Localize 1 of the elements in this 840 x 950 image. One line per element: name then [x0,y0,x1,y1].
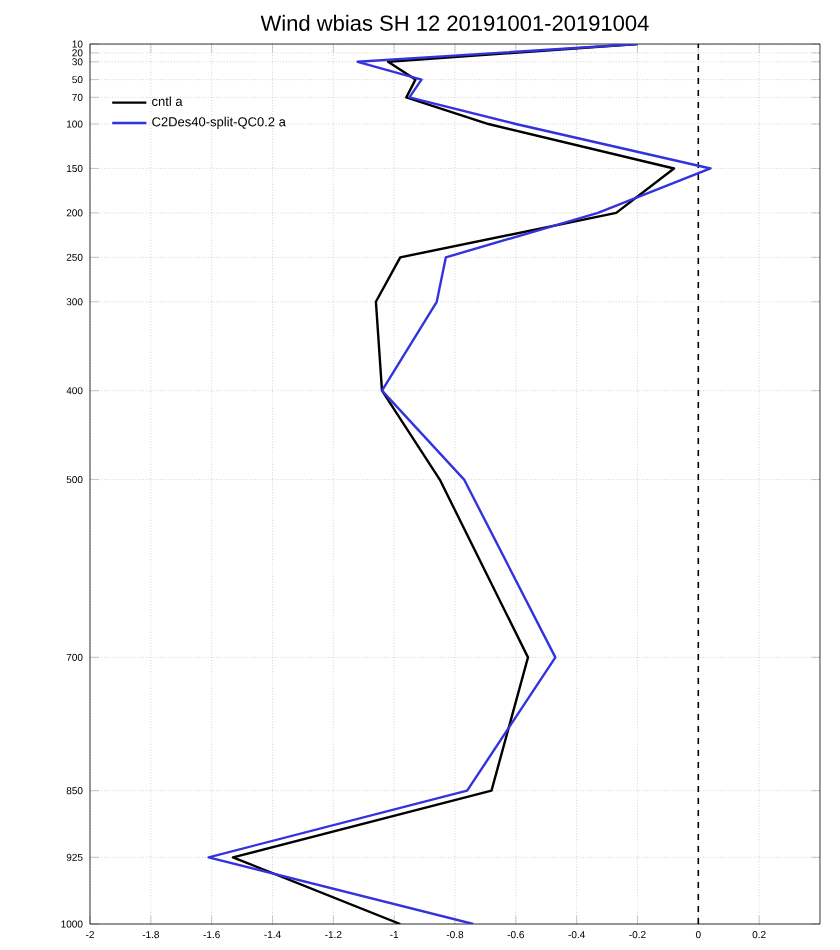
chart-title: Wind wbias SH 12 20191001-20191004 [260,14,649,31]
